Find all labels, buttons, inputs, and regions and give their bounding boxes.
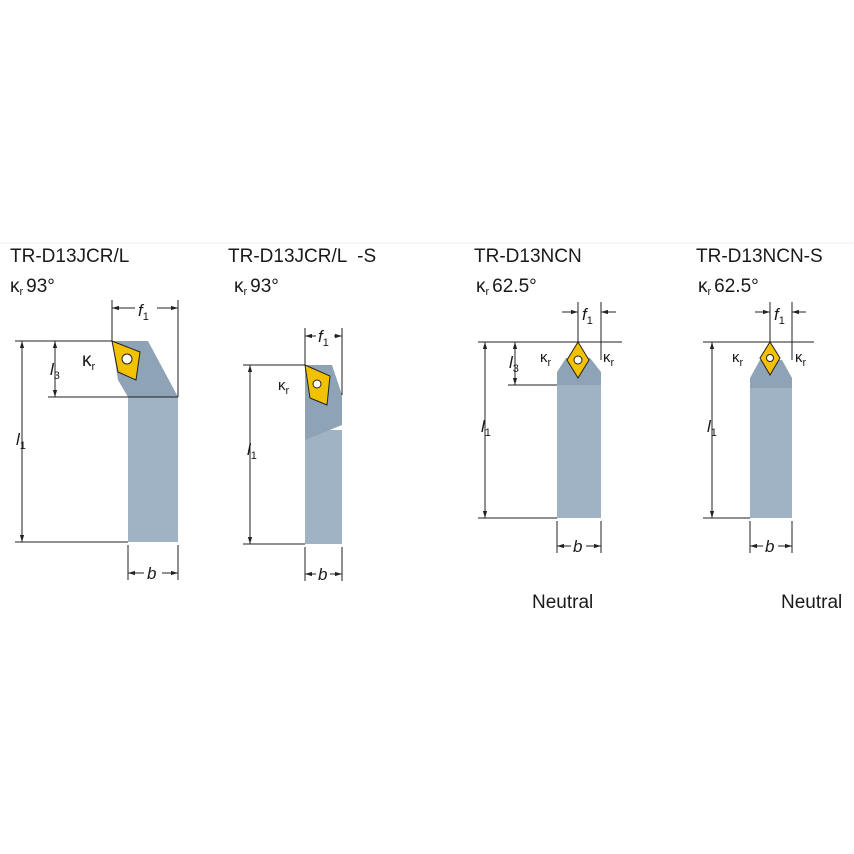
b-label: b bbox=[318, 565, 327, 584]
tool-4-title: TR-D13NCN-S bbox=[696, 246, 823, 267]
l1-label: l1 bbox=[247, 440, 257, 462]
b-label: b bbox=[765, 537, 774, 556]
kr-label: κr bbox=[278, 377, 290, 397]
l1-label: l1 bbox=[16, 430, 26, 452]
l1-label: l1 bbox=[707, 417, 717, 439]
kr-label-right: κr bbox=[795, 349, 807, 369]
holder-shank bbox=[750, 388, 792, 518]
tool-2-title: TR-D13JCR/L -S bbox=[228, 246, 376, 267]
b-label: b bbox=[573, 537, 582, 556]
f1-label: f1 bbox=[318, 327, 329, 349]
neutral-label: Neutral bbox=[781, 592, 842, 613]
tool-4: TR-D13NCN-S κr 62.5° f1 l1 b κr κr Neutra… bbox=[696, 246, 842, 613]
tool-3: TR-D13NCN κr 62.5° f1 l3 l1 b κr κr Neutr… bbox=[474, 246, 622, 613]
neutral-label: Neutral bbox=[532, 592, 593, 613]
l3-label: l3 bbox=[509, 353, 519, 375]
tool-1-title: TR-D13JCR/L bbox=[10, 246, 129, 267]
f1-label: f1 bbox=[582, 305, 593, 327]
tool-1-angle: κr 93° bbox=[10, 276, 55, 298]
kr-label-left: κr bbox=[732, 349, 744, 369]
holder-shank bbox=[557, 385, 601, 518]
insert-screw-icon bbox=[573, 355, 583, 365]
tool-3-angle: κr 62.5° bbox=[476, 276, 537, 298]
kr-label: κr bbox=[82, 350, 96, 373]
kr-label-left: κr bbox=[540, 349, 552, 369]
kr-label-right: κr bbox=[603, 349, 615, 369]
insert-screw-icon bbox=[766, 354, 774, 362]
insert-screw-icon bbox=[312, 379, 322, 389]
tool-2-angle: κr 93° bbox=[234, 276, 279, 298]
tool-1: TR-D13JCR/L κr 93° l1 l3 f1 b κr bbox=[10, 246, 179, 583]
tool-3-title: TR-D13NCN bbox=[474, 246, 582, 267]
holder-shank bbox=[128, 397, 178, 542]
tool-4-angle: κr 62.5° bbox=[698, 276, 759, 298]
f1-label: f1 bbox=[774, 305, 785, 327]
holder-shank bbox=[305, 430, 342, 544]
l1-label: l1 bbox=[481, 417, 491, 439]
tool-2: TR-D13JCR/L -S κr 93° f1 l1 b κr bbox=[228, 246, 376, 584]
l3-label: l3 bbox=[50, 360, 60, 382]
insert-screw-icon bbox=[121, 353, 133, 365]
f1-label: f1 bbox=[138, 301, 149, 323]
b-label: b bbox=[147, 564, 156, 583]
